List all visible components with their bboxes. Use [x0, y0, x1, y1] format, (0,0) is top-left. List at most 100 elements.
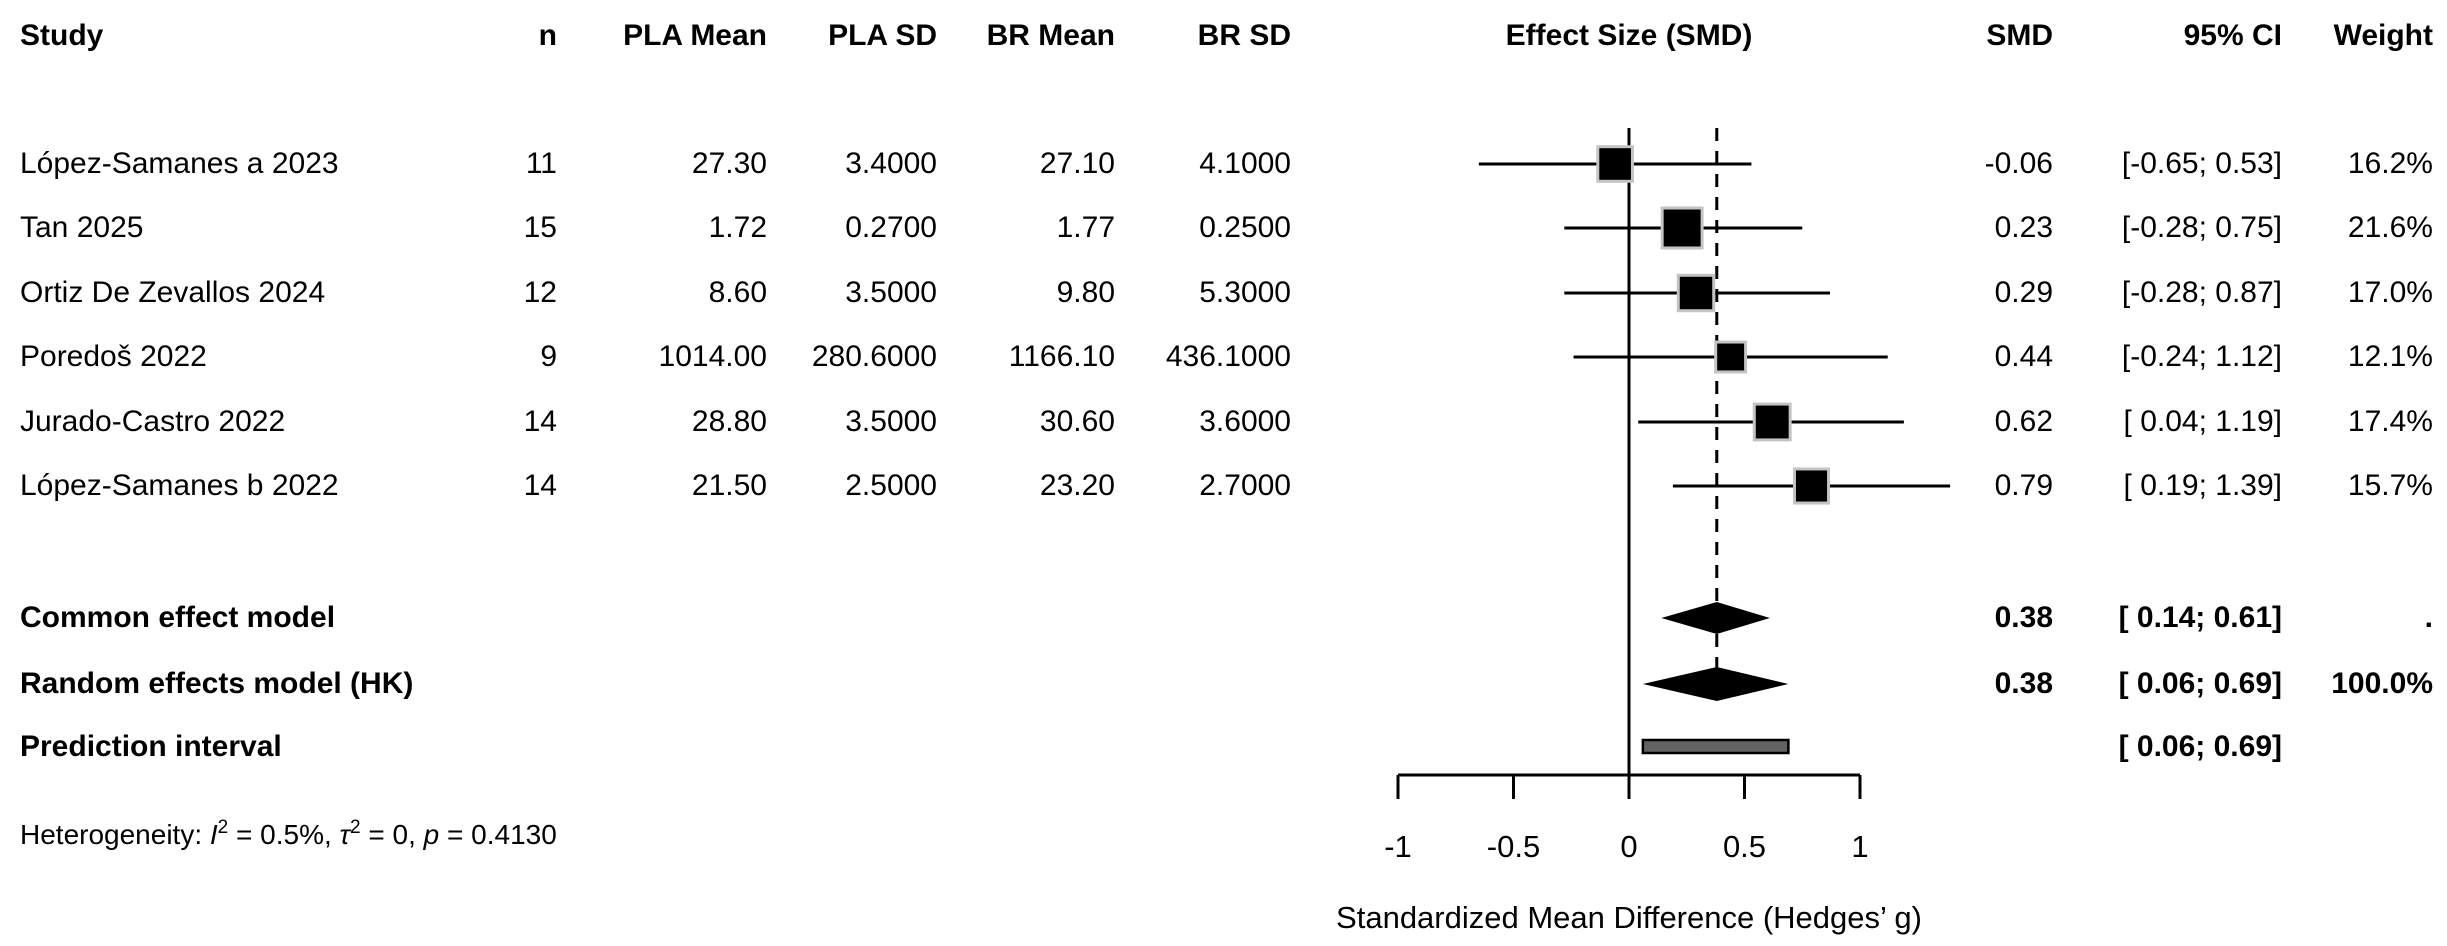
- weight-value: 16.2%: [2347, 147, 2433, 180]
- pla-mean-value: 1014.00: [658, 340, 767, 373]
- weight-value: .: [2424, 601, 2433, 634]
- i-squared-symbol: I: [209, 819, 218, 850]
- pla-sd-value: 0.2700: [845, 211, 937, 244]
- header-pla-mean: PLA Mean: [623, 19, 767, 52]
- x-axis-tick-label: 0: [1620, 829, 1637, 864]
- weight-value: 17.4%: [2347, 405, 2433, 438]
- ci-value: [-0.24; 1.12]: [2121, 340, 2282, 373]
- header-ci: 95% CI: [2183, 19, 2282, 52]
- pla-mean-value: 1.72: [708, 211, 767, 244]
- br-mean-value: 27.10: [1039, 147, 1115, 180]
- smd-value: 0.29: [1994, 276, 2053, 309]
- study-name: Poredoš 2022: [20, 340, 207, 373]
- study-name: López-Samanes b 2022: [20, 469, 339, 502]
- header-effect-size: Effect Size (SMD): [1505, 19, 1753, 52]
- header-weight: Weight: [2333, 19, 2433, 52]
- br-sd-value: 3.6000: [1199, 405, 1291, 438]
- weight-value: 15.7%: [2347, 469, 2433, 502]
- br-sd-value: 2.7000: [1199, 469, 1291, 502]
- n-value: 9: [540, 340, 557, 373]
- study-name: Tan 2025: [20, 211, 144, 244]
- weight-value: 21.6%: [2347, 211, 2433, 244]
- ci-value: [ 0.04; 1.19]: [2123, 405, 2282, 438]
- x-axis-tick-label: -0.5: [1487, 829, 1540, 864]
- header-smd: SMD: [1986, 19, 2053, 52]
- common-effect-label: Common effect model: [20, 601, 336, 634]
- smd-value: 0.44: [1994, 340, 2053, 373]
- common-effect-diamond: [1661, 602, 1770, 634]
- i-squared-value: = 0.5%,: [228, 819, 340, 850]
- smd-value: 0.62: [1994, 405, 2053, 438]
- br-mean-value: 1166.10: [1008, 340, 1115, 373]
- smd-value: -0.06: [1984, 147, 2053, 180]
- heterogeneity-note: Heterogeneity: I2 = 0.5%, τ2 = 0, p = 0.…: [20, 815, 557, 855]
- n-value: 14: [523, 405, 557, 438]
- study-effect-square: [1792, 467, 1831, 505]
- header-study: Study: [20, 19, 104, 52]
- weight-value: 17.0%: [2347, 276, 2433, 309]
- prediction-interval-label: Prediction interval: [20, 730, 282, 763]
- random-effects-label: Random effects model (HK): [20, 667, 414, 700]
- pla-mean-value: 27.30: [691, 147, 767, 180]
- study-effect-square: [1660, 206, 1704, 250]
- random-effects-row: Random effects model (HK) 0.38 [ 0.06; 0…: [0, 664, 2447, 704]
- smd-value: 0.79: [1994, 469, 2053, 502]
- study-name: López-Samanes a 2023: [20, 147, 339, 180]
- study-row: Jurado-Castro 2022 14 28.80 3.5000 30.60…: [0, 402, 2447, 442]
- x-axis-tick-label: 1: [1851, 829, 1868, 864]
- pla-sd-value: 3.5000: [845, 276, 937, 309]
- ci-value: [-0.65; 0.53]: [2121, 147, 2282, 180]
- common-effect-row: Common effect model 0.38 [ 0.14; 0.61] .: [0, 598, 2447, 638]
- study-effect-square: [1596, 145, 1634, 183]
- tau-squared-symbol: τ: [339, 819, 351, 850]
- pla-sd-value: 280.6000: [811, 340, 937, 373]
- ci-value: [-0.28; 0.75]: [2121, 211, 2282, 244]
- x-axis-tick-label: 0.5: [1723, 829, 1766, 864]
- prediction-interval-row: Prediction interval [ 0.06; 0.69]: [0, 727, 2447, 767]
- weight-value: 100.0%: [2331, 667, 2433, 700]
- x-axis-title: Standardized Mean Difference (Hedges’ g): [1336, 900, 1922, 935]
- br-mean-value: 23.20: [1039, 469, 1115, 502]
- weight-value: 12.1%: [2347, 340, 2433, 373]
- study-name: Ortiz De Zevallos 2024: [20, 276, 326, 309]
- ci-value: [ 0.06; 0.69]: [2118, 730, 2282, 763]
- x-axis-tick-label: -1: [1384, 829, 1412, 864]
- smd-value: 0.23: [1994, 211, 2053, 244]
- header-br-mean: BR Mean: [986, 19, 1115, 52]
- study-row: López-Samanes b 2022 14 21.50 2.5000 23.…: [0, 466, 2447, 506]
- study-row: Ortiz De Zevallos 2024 12 8.60 3.5000 9.…: [0, 273, 2447, 313]
- smd-value: 0.38: [1994, 601, 2053, 634]
- p-symbol: p: [423, 819, 440, 850]
- ci-value: [ 0.14; 0.61]: [2118, 601, 2282, 634]
- pla-mean-value: 8.60: [708, 276, 767, 309]
- pla-sd-value: 3.4000: [845, 147, 937, 180]
- br-sd-value: 4.1000: [1199, 147, 1291, 180]
- study-effect-square: [1752, 402, 1792, 442]
- study-effect-square: [1676, 273, 1716, 313]
- p-value: = 0.4130: [439, 819, 557, 850]
- br-mean-value: 1.77: [1056, 211, 1115, 244]
- header-br-sd: BR SD: [1197, 19, 1291, 52]
- n-value: 11: [525, 147, 557, 180]
- header-n: n: [538, 19, 557, 52]
- pla-mean-value: 21.50: [691, 469, 767, 502]
- superscript-2: 2: [350, 817, 361, 838]
- study-row: Tan 2025 15 1.72 0.2700 1.77 0.2500 0.23…: [0, 208, 2447, 248]
- smd-value: 0.38: [1994, 667, 2053, 700]
- study-row: Poredoš 2022 9 1014.00 280.6000 1166.10 …: [0, 337, 2447, 377]
- br-sd-value: 5.3000: [1199, 276, 1291, 309]
- header-pla-sd: PLA SD: [828, 19, 937, 52]
- ci-value: [ 0.19; 1.39]: [2123, 469, 2282, 502]
- br-sd-value: 436.1000: [1165, 340, 1291, 373]
- superscript-2: 2: [217, 817, 229, 838]
- ci-value: [ 0.06; 0.69]: [2118, 667, 2282, 700]
- pla-mean-value: 28.80: [691, 405, 767, 438]
- br-sd-value: 0.2500: [1199, 211, 1291, 244]
- prediction-interval-bar: [1641, 738, 1790, 755]
- random-effects-diamond: [1642, 667, 1789, 701]
- n-value: 12: [523, 276, 557, 309]
- br-mean-value: 30.60: [1039, 405, 1115, 438]
- n-value: 14: [523, 469, 557, 502]
